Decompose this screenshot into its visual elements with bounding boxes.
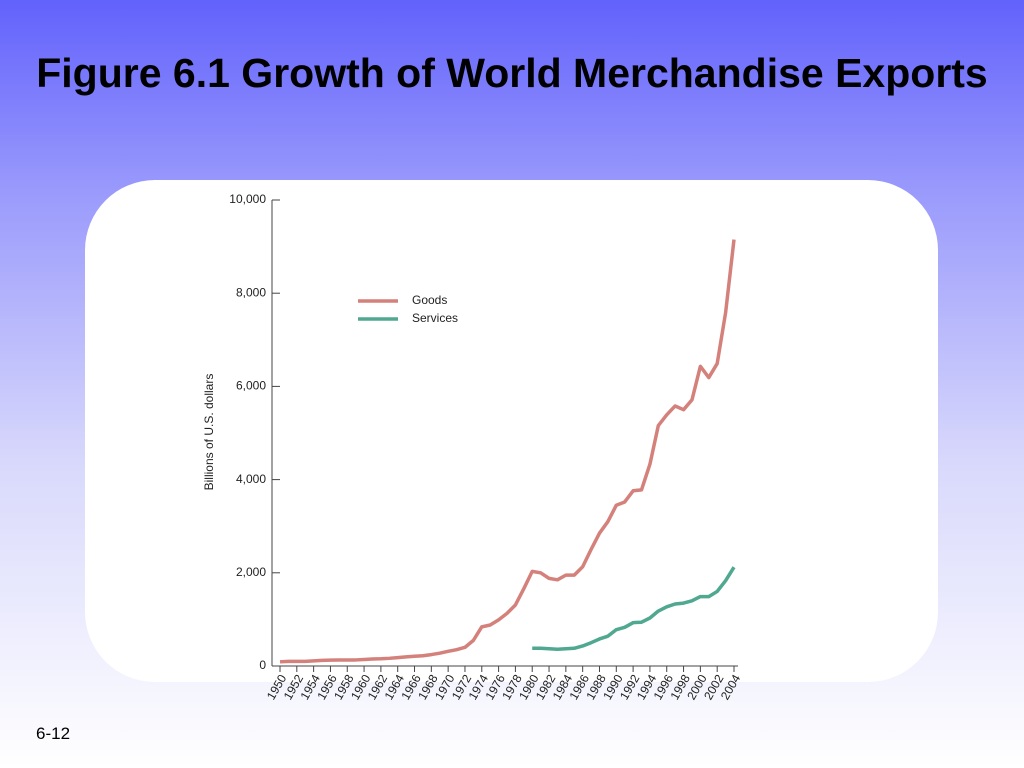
series-line xyxy=(279,239,736,664)
series-line xyxy=(532,566,736,651)
slide-number: 6-12 xyxy=(36,724,71,743)
y-tick-label: 2,000 xyxy=(236,565,266,579)
y-tick-label: 8,000 xyxy=(236,285,266,299)
y-tick-label: 6,000 xyxy=(236,379,266,393)
legend-label: Goods xyxy=(412,293,447,307)
y-tick-label: 10,000 xyxy=(229,192,266,206)
legend-label: Services xyxy=(412,311,458,325)
chart-panel xyxy=(85,180,938,682)
y-axis-label: Billions of U.S. dollars xyxy=(202,374,216,491)
slide-title: Figure 6.1 Growth of World Merchandise E… xyxy=(36,50,988,96)
y-tick-label: 4,000 xyxy=(236,472,266,486)
y-tick-label: 0 xyxy=(259,658,266,672)
